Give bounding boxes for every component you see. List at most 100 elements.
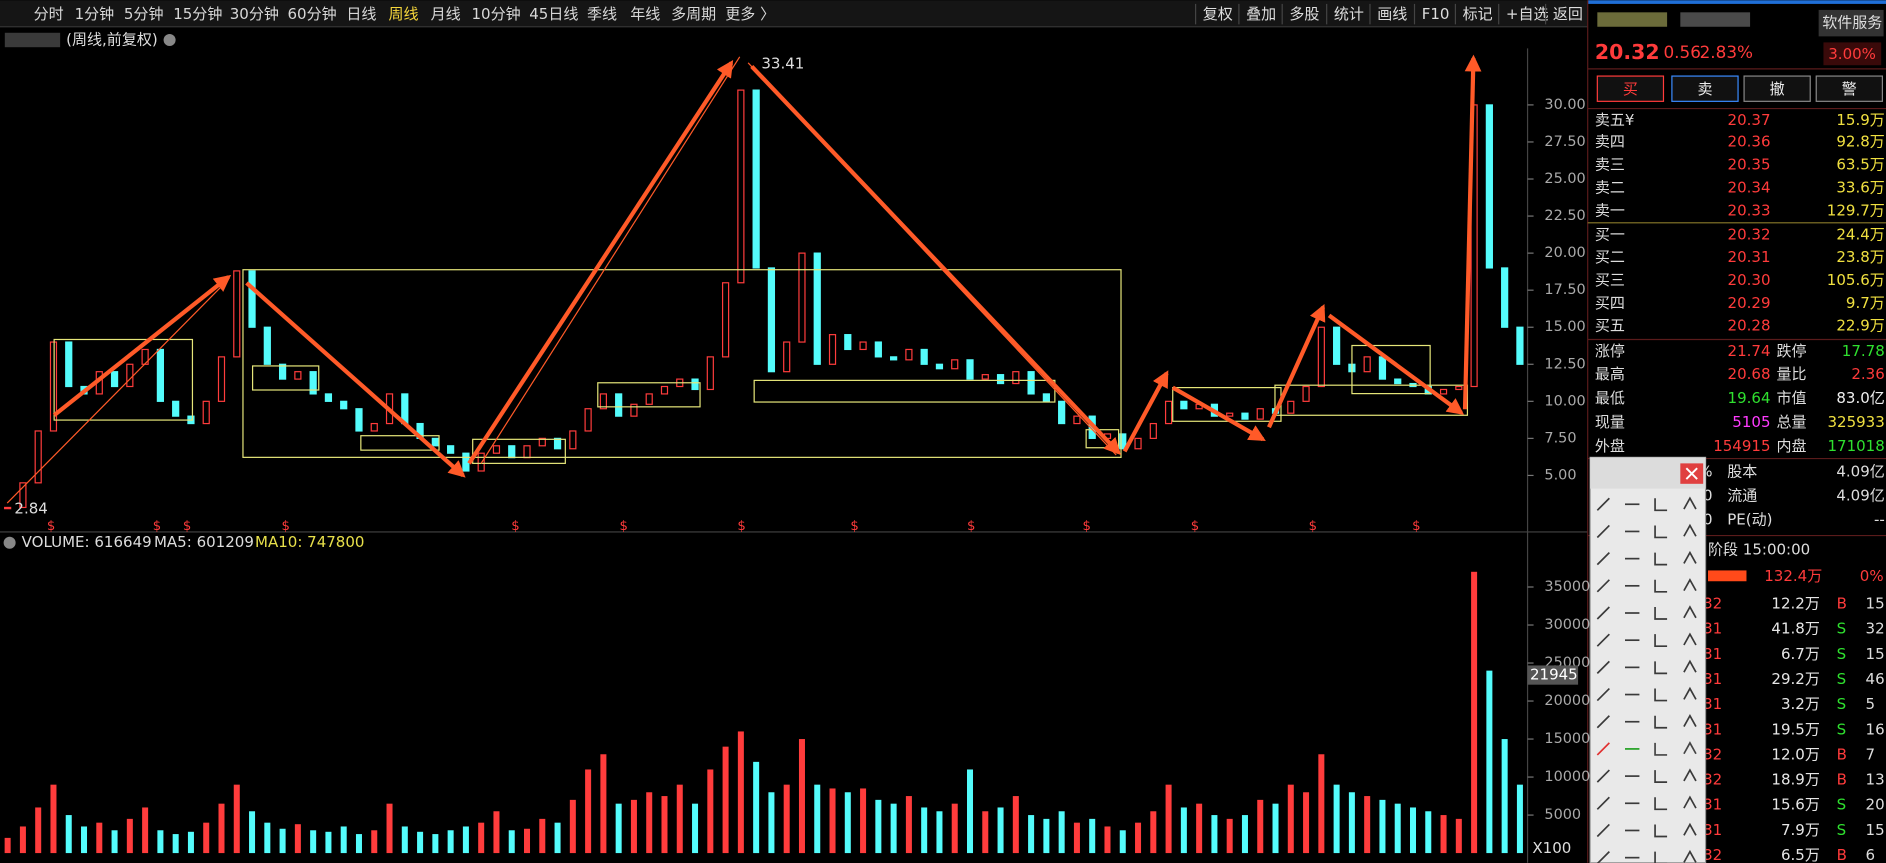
event-marker[interactable]: $ [850,519,858,534]
chart-menu-icon[interactable] [163,33,176,47]
tool-icon[interactable] [1654,742,1668,756]
tool-icon[interactable] [1683,578,1697,592]
tool-button[interactable]: 叠加 [1246,5,1276,23]
tool-icon[interactable] [1596,579,1610,593]
tool-icon[interactable] [1596,796,1610,810]
tool-icon[interactable] [1654,634,1668,648]
tool-icon[interactable] [1683,686,1697,700]
tool-icon[interactable] [1683,550,1697,564]
tool-icon[interactable] [1654,579,1668,593]
ma5-label: MA5: 601209 [154,533,254,551]
period-tab[interactable]: 10分钟 [472,5,521,23]
event-marker[interactable]: $ [1412,519,1420,534]
sector[interactable]: 软件服务 [1822,14,1882,32]
tool-icon[interactable] [1683,659,1697,673]
period-tab[interactable]: 30分钟 [230,5,279,23]
period-tab[interactable]: 月线 [431,5,461,23]
tool-icon[interactable] [1654,715,1668,729]
tool-icon[interactable] [1683,795,1697,809]
candle [1394,378,1402,385]
arrow [1122,370,1169,453]
period-tab[interactable]: 45日线 [529,5,578,23]
event-marker[interactable]: $ [737,519,745,534]
tool-button[interactable]: 多股 [1289,5,1319,23]
period-tab[interactable]: 60分钟 [287,5,336,23]
trade-button-label[interactable]: 撤 [1770,80,1785,98]
volume-bar [600,754,607,854]
tool-button[interactable]: 复权 [1203,5,1233,23]
tool-icon[interactable] [1596,524,1610,539]
tool-icon[interactable] [1683,822,1697,836]
tool-icon[interactable] [1654,824,1668,838]
tool-button[interactable]: 画线 [1377,5,1407,23]
tool-icon[interactable] [1596,660,1610,674]
tool-button[interactable]: F10 [1422,5,1450,23]
event-marker[interactable]: $ [281,519,289,534]
tool-icon[interactable] [1683,741,1697,755]
close-icon[interactable] [1685,467,1698,480]
trade-button[interactable] [1596,75,1665,102]
period-tab[interactable]: 日线 [346,5,376,23]
trade-button-label[interactable]: 警 [1842,80,1857,98]
period-tab[interactable]: 1分钟 [75,5,115,23]
sector-box[interactable] [1818,9,1884,37]
tool-icon[interactable] [1596,497,1610,511]
event-marker[interactable]: $ [1191,519,1199,534]
event-marker[interactable]: $ [619,519,627,534]
tool-icon[interactable] [1654,552,1668,566]
tool-icon[interactable] [1654,851,1668,863]
period-tab[interactable]: 多周期 [671,5,716,23]
tool-icon[interactable] [1683,496,1697,510]
tool-icon[interactable] [1596,823,1610,838]
period-tab[interactable]: 年线 [630,5,660,23]
tool-icon[interactable] [1596,769,1610,783]
tool-icon[interactable] [1654,498,1668,512]
tool-icon[interactable] [1596,851,1610,863]
tool-button[interactable]: 统计 [1334,5,1364,23]
event-marker[interactable]: $ [1309,519,1317,534]
y-tick-label: 5000 [1544,807,1581,823]
tool-icon[interactable] [1683,605,1697,619]
tool-icon[interactable] [1654,606,1668,620]
trade-button-label[interactable]: 买 [1623,80,1638,98]
tool-icon[interactable] [1596,606,1610,620]
tool-button[interactable]: +自选 [1506,5,1549,23]
tool-icon[interactable] [1596,687,1610,702]
tool-icon[interactable] [1683,523,1697,537]
event-marker[interactable]: $ [1083,519,1091,534]
volume-menu-icon[interactable] [3,536,16,549]
period-tab[interactable]: 15分钟 [173,5,222,23]
tool-icon[interactable] [1596,742,1610,756]
tool-icon[interactable] [1683,713,1697,727]
tool-icon[interactable] [1654,661,1668,675]
tool-icon[interactable] [1654,797,1668,811]
tool-icon[interactable] [1596,633,1610,647]
change-pct: 2.83% [1700,42,1753,62]
tool-icon[interactable] [1596,715,1610,729]
tool-icon[interactable] [1683,768,1697,782]
tool-button[interactable]: 标记 [1463,5,1493,23]
volume-bar [569,799,576,854]
tool-button[interactable]: 返回 [1553,5,1583,23]
tool-icon[interactable] [1654,770,1668,783]
event-marker[interactable]: $ [153,519,161,534]
event-marker[interactable]: $ [183,519,191,534]
period-tab[interactable]: 分时 [34,5,64,23]
event-marker[interactable]: $ [47,519,55,534]
period-tab[interactable]: 季线 [587,5,617,23]
trade-button[interactable] [1743,75,1811,102]
tool-icon[interactable] [1683,849,1697,863]
tool-icon[interactable] [1654,688,1668,702]
trade-button[interactable] [1671,75,1739,102]
period-tab[interactable]: 周线 [389,5,419,23]
period-tab[interactable]: 5分钟 [124,5,164,23]
tool-icon[interactable] [1683,632,1697,646]
trade-button[interactable] [1815,75,1883,102]
event-marker[interactable]: $ [967,519,975,534]
tool-icon[interactable] [1596,552,1610,566]
trade-button-label[interactable]: 卖 [1697,80,1712,98]
candle [202,400,210,425]
period-tab[interactable]: 更多 〉 [725,5,775,23]
event-marker[interactable]: $ [511,519,519,534]
tool-icon[interactable] [1654,525,1668,539]
